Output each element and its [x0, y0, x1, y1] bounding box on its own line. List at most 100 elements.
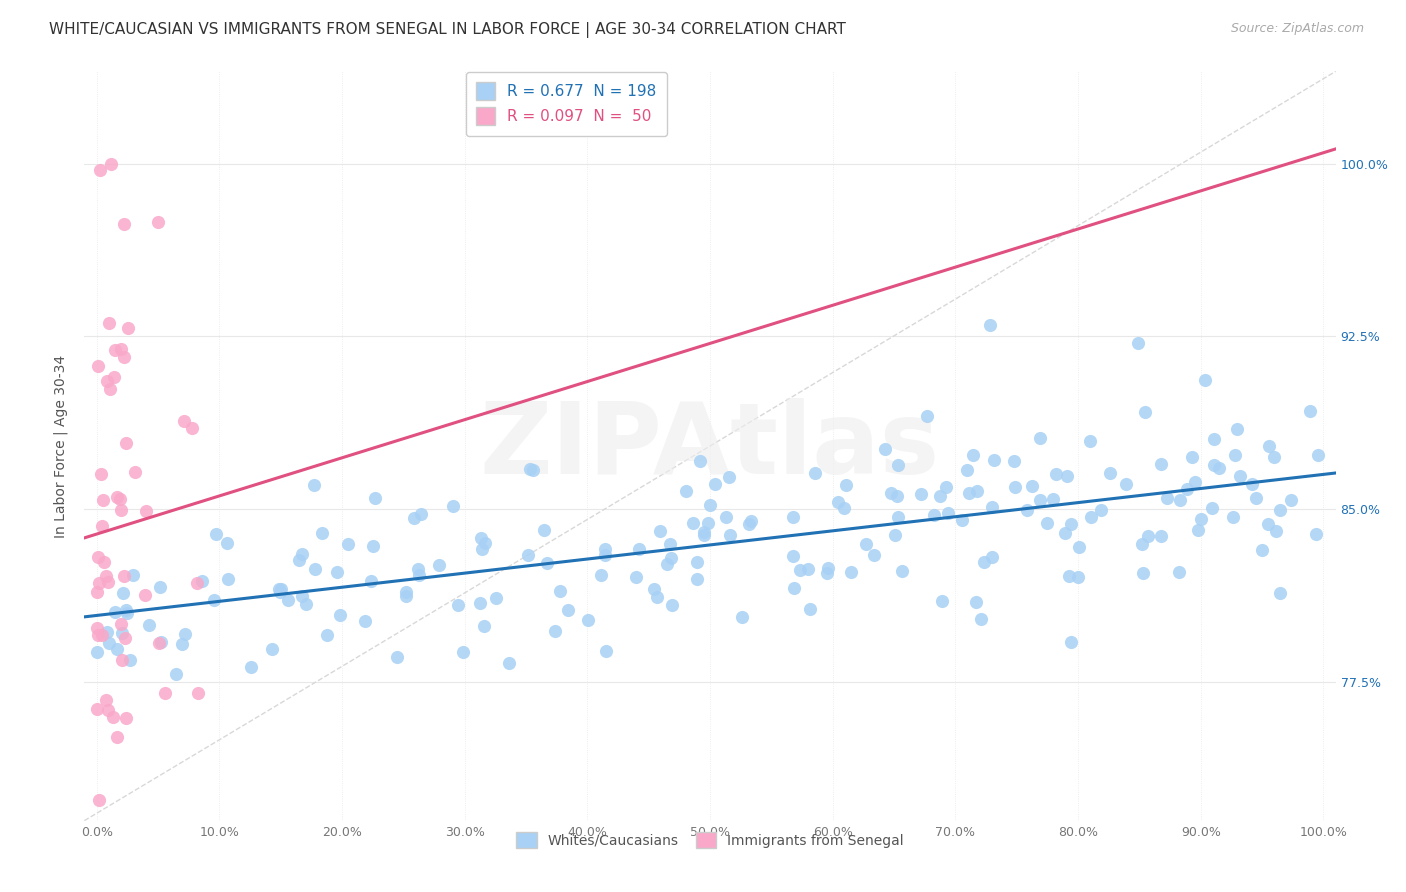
Point — [395, 590, 418, 604]
Point — [86, 702, 108, 716]
Point — [1080, 509, 1102, 524]
Point — [589, 568, 612, 582]
Point — [110, 343, 132, 357]
Point — [316, 628, 339, 642]
Point — [782, 509, 804, 524]
Point — [980, 500, 1002, 514]
Point — [470, 596, 492, 610]
Point — [485, 591, 508, 605]
Point — [970, 612, 993, 626]
Point — [1265, 524, 1288, 538]
Point — [187, 686, 209, 700]
Point — [1189, 511, 1212, 525]
Point — [409, 507, 432, 521]
Point — [117, 321, 139, 335]
Point — [111, 625, 134, 640]
Point — [1150, 529, 1173, 543]
Point — [737, 517, 759, 532]
Point — [138, 617, 160, 632]
Point — [363, 540, 385, 554]
Point — [165, 667, 187, 681]
Point — [148, 636, 170, 650]
Point — [624, 570, 647, 584]
Point — [94, 569, 117, 583]
Point — [1017, 502, 1039, 516]
Point — [90, 467, 112, 481]
Point — [783, 581, 806, 595]
Point — [148, 215, 170, 229]
Point — [97, 316, 120, 330]
Point — [173, 414, 195, 428]
Point — [863, 548, 886, 562]
Point — [595, 643, 617, 657]
Point — [291, 547, 314, 561]
Point — [1299, 404, 1322, 418]
Point — [1257, 517, 1279, 532]
Point — [880, 485, 903, 500]
Point — [103, 709, 125, 723]
Point — [1042, 491, 1064, 506]
Point — [118, 653, 141, 667]
Point — [1130, 537, 1153, 551]
Point — [922, 508, 945, 522]
Point — [628, 542, 651, 557]
Point — [1002, 453, 1025, 467]
Point — [956, 463, 979, 477]
Point — [1156, 491, 1178, 505]
Point — [269, 585, 291, 599]
Point — [1201, 500, 1223, 515]
Point — [593, 541, 616, 556]
Point — [408, 568, 430, 582]
Point — [114, 631, 136, 645]
Point — [1263, 450, 1285, 464]
Point — [112, 217, 135, 231]
Point — [270, 582, 292, 596]
Point — [650, 524, 672, 538]
Point — [699, 498, 721, 512]
Point — [110, 491, 132, 506]
Point — [291, 589, 314, 603]
Text: Source: ZipAtlas.com: Source: ZipAtlas.com — [1230, 22, 1364, 36]
Point — [1251, 543, 1274, 558]
Point — [703, 477, 725, 491]
Point — [124, 465, 146, 479]
Point — [1279, 492, 1302, 507]
Point — [645, 590, 668, 604]
Point — [1202, 458, 1225, 473]
Point — [799, 601, 821, 615]
Point — [962, 449, 984, 463]
Point — [498, 656, 520, 670]
Point — [97, 574, 120, 589]
Point — [277, 593, 299, 607]
Text: ZIPAtlas: ZIPAtlas — [479, 398, 941, 494]
Point — [1036, 516, 1059, 531]
Point — [87, 874, 110, 888]
Point — [94, 693, 117, 707]
Point — [104, 343, 127, 357]
Point — [796, 561, 818, 575]
Point — [86, 644, 108, 658]
Point — [1029, 432, 1052, 446]
Point — [1136, 529, 1159, 543]
Point — [697, 516, 720, 530]
Point — [217, 535, 239, 549]
Point — [96, 374, 118, 388]
Point — [1115, 477, 1137, 491]
Point — [288, 553, 311, 567]
Point — [86, 585, 108, 599]
Point — [91, 628, 114, 642]
Point — [1150, 457, 1173, 471]
Legend: Whites/Caucasians, Immigrants from Senegal: Whites/Caucasians, Immigrants from Seneg… — [509, 825, 911, 855]
Point — [1060, 517, 1083, 532]
Point — [363, 491, 385, 505]
Point — [782, 549, 804, 564]
Point — [170, 637, 193, 651]
Point — [202, 593, 225, 607]
Point — [395, 584, 418, 599]
Point — [1078, 434, 1101, 448]
Point — [1305, 527, 1327, 541]
Point — [1225, 448, 1247, 462]
Point — [217, 572, 239, 586]
Point — [110, 503, 132, 517]
Point — [302, 477, 325, 491]
